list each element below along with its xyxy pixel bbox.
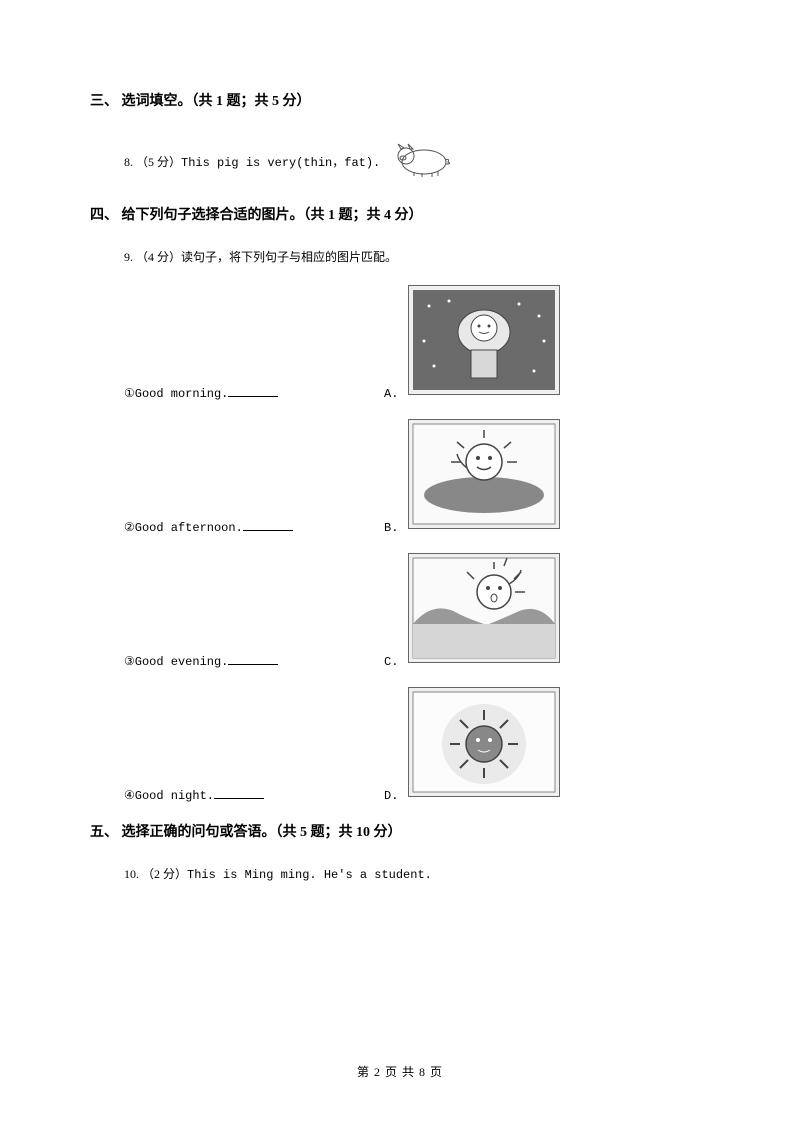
option-label: A. xyxy=(384,387,408,411)
pig-image xyxy=(386,134,456,178)
section-4-header: 四、 给下列句子选择合适的图片。（共 1 题；共 4 分） xyxy=(90,204,710,224)
option-image-c xyxy=(408,553,560,663)
q9-prefix: 9. （4 分） xyxy=(124,250,181,264)
match-row: ①Good morning. A. xyxy=(124,285,710,411)
q8-prefix: 8. （5 分） xyxy=(124,155,181,169)
match-row: ②Good afternoon. B. xyxy=(124,419,710,545)
option-image-b xyxy=(408,419,560,529)
item-sentence: Good afternoon. xyxy=(135,521,243,535)
item-num: ④ xyxy=(124,789,135,803)
option-label: B. xyxy=(384,521,408,545)
match-row: ④Good night. D. xyxy=(124,687,710,813)
answer-blank[interactable] xyxy=(243,518,293,531)
item-num: ② xyxy=(124,521,135,535)
option-label: D. xyxy=(384,789,408,813)
q10-prefix: 10. （2 分） xyxy=(124,867,187,881)
q9-text: 读句子，将下列句子与相应的图片匹配。 xyxy=(181,250,397,264)
option-label: C. xyxy=(384,655,408,679)
option-image-d xyxy=(408,687,560,797)
question-10: 10. （2 分）This is Ming ming. He's a stude… xyxy=(124,865,710,882)
q8-text: This pig is very(thin，fat). xyxy=(181,156,380,170)
item-sentence: Good evening. xyxy=(135,655,229,669)
question-8: 8. （5 分）This pig is very(thin，fat). xyxy=(124,134,710,178)
match-row: ③Good evening. C. xyxy=(124,553,710,679)
answer-blank[interactable] xyxy=(228,652,278,665)
option-image-a xyxy=(408,285,560,395)
item-num: ① xyxy=(124,387,135,401)
section-5-header: 五、 选择正确的问句或答语。（共 5 题；共 10 分） xyxy=(90,821,710,841)
q10-text: This is Ming ming. He's a student. xyxy=(187,868,432,882)
item-sentence: Good night. xyxy=(135,789,214,803)
item-sentence: Good morning. xyxy=(135,387,229,401)
answer-blank[interactable] xyxy=(228,384,278,397)
answer-blank[interactable] xyxy=(214,786,264,799)
question-9: 9. （4 分）读句子，将下列句子与相应的图片匹配。 xyxy=(124,248,710,265)
section-3-header: 三、 选词填空。（共 1 题；共 5 分） xyxy=(90,90,710,110)
page-footer: 第 2 页 共 8 页 xyxy=(0,1063,800,1080)
item-num: ③ xyxy=(124,655,135,669)
